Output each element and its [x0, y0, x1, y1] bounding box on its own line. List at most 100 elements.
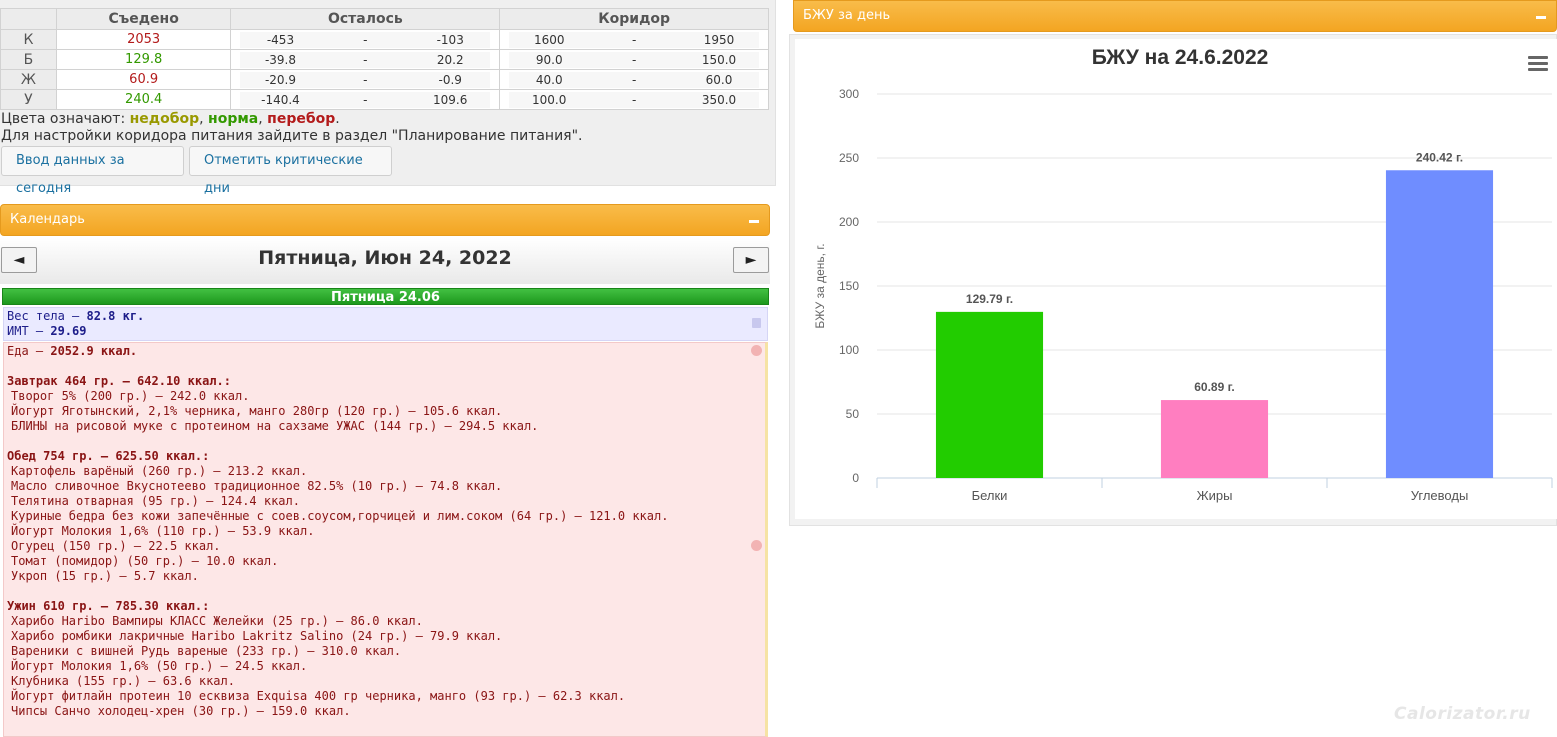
data-label: 129.79 г. — [966, 292, 1013, 306]
food-item: Телятина отварная (95 гр.) — 124.4 ккал. — [11, 494, 300, 508]
legend-end: . — [335, 111, 340, 127]
meal-title: Завтрак 464 гр. — 642.10 ккал.: — [7, 374, 231, 388]
y-tick-label: 200 — [839, 215, 859, 229]
nutrition-summary-panel: Съедено Осталось Коридор К 2053 -453 - -103 1… — [0, 0, 776, 196]
apple-icon[interactable] — [751, 540, 762, 551]
dash: - — [631, 32, 637, 47]
nutrition-summary-table: Съедено Осталось Коридор К 2053 -453 - -103 1… — [0, 8, 769, 110]
apple-icon[interactable] — [751, 345, 762, 356]
hamburger-menu-icon[interactable] — [1528, 56, 1548, 72]
food-item: Укроп (15 гр.) — 5.7 ккал. — [11, 569, 199, 583]
range-cell: 90.0 - 150.0 — [499, 49, 769, 70]
y-tick-label: 150 — [839, 279, 859, 293]
range-min: 90.0 — [535, 52, 563, 67]
range-min: 1600 — [533, 32, 565, 47]
bar-Углеводы — [1385, 170, 1494, 479]
scale-icon[interactable] — [752, 318, 761, 328]
remain-min: -453 — [266, 32, 295, 47]
chart-title: БЖУ на 24.6.2022 — [1091, 46, 1269, 69]
meal-block: Ужин 610 гр. — 785.30 ккал.: Харибо Harib… — [7, 599, 762, 719]
next-day-button[interactable]: ► — [733, 247, 769, 273]
range-cell: 1600 - 1950 — [499, 29, 769, 50]
food-item: Масло сливочное Вкуснотеево традиционное… — [11, 479, 503, 493]
y-tick-label: 50 — [846, 407, 860, 421]
bju-panel-header[interactable]: БЖУ за день — [793, 0, 1557, 32]
eaten-header: Съедено — [55, 8, 232, 30]
weight-entry[interactable]: Вес тела — 82.8 кг. ИМТ — 29.69 — [3, 307, 768, 341]
dash: - — [631, 92, 637, 107]
range-cell: 100.0 - 350.0 — [499, 89, 769, 110]
mark-critical-days-button[interactable]: Отметить критические дни — [189, 146, 392, 196]
food-item: Творог 5% (200 гр.) — 242.0 ккал. — [11, 389, 250, 403]
dash: - — [631, 52, 637, 67]
eaten-value: 60.9 — [55, 69, 232, 90]
range-min: 100.0 — [532, 92, 567, 107]
range-header: Коридор — [499, 8, 769, 30]
eaten-value: 129.8 — [55, 49, 232, 70]
dash: - — [363, 32, 368, 47]
food-item: Огурец (150 гр.) — 22.5 ккал. — [11, 539, 221, 553]
data-label: 60.89 г. — [1194, 380, 1235, 394]
remain-min: -20.9 — [264, 72, 296, 87]
x-category-label: Жиры — [1197, 488, 1233, 503]
range-hint: Для настройки коридора питания зайдите в… — [1, 128, 583, 144]
food-entry[interactable]: Еда — 2052.9 ккал. Завтрак 464 гр. — 642… — [3, 342, 768, 737]
dash: - — [631, 72, 637, 87]
summary-row: Ж 60.9 -20.9 - -0.9 40.0 - 60.0 — [0, 69, 769, 90]
dash: - — [363, 52, 368, 67]
minus-icon[interactable] — [749, 220, 759, 223]
legend-prefix: Цвета означают: — [1, 111, 126, 127]
y-tick-label: 300 — [839, 87, 859, 101]
remain-min: -39.8 — [264, 52, 296, 67]
range-min: 40.0 — [535, 72, 563, 87]
food-item: Томат (помидор) (50 гр.) — 10.0 ккал. — [11, 554, 279, 568]
bar-Белки — [935, 311, 1044, 478]
food-item: Чипсы Санчо холодец-хрен (30 гр.) — 159.… — [11, 704, 351, 718]
calendar-panel-header[interactable]: Календарь — [0, 204, 770, 236]
remain-max: -103 — [436, 32, 464, 47]
color-legend: Цвета означают: недобор, норма, перебор. — [1, 111, 340, 127]
range-max: 150.0 — [701, 52, 737, 67]
food-item: Картофель варёный (260 гр.) — 213.2 ккал… — [11, 464, 308, 478]
day-header: Пятница 24.06 — [2, 288, 769, 305]
row-label: Ж — [0, 69, 57, 90]
food-item: БЛИНЫ на рисовой муке с протеином на сах… — [11, 419, 539, 433]
y-tick-label: 250 — [839, 151, 859, 165]
weight-line: Вес тела — 82.8 кг. — [7, 309, 764, 324]
remain-min: -140.4 — [261, 92, 300, 107]
weight-label: Вес тела — — [7, 309, 80, 323]
bju-panel-title: БЖУ за день — [803, 8, 891, 23]
remain-cell: -453 - -103 — [230, 29, 501, 50]
remain-max: 109.6 — [433, 92, 468, 107]
remain-header: Осталось — [230, 8, 501, 30]
remain-cell: -140.4 - 109.6 — [230, 89, 501, 110]
food-item: Вареники с вишней Рудь вареные (233 гр.)… — [11, 644, 402, 658]
y-tick-label: 100 — [839, 343, 859, 357]
range-max: 60.0 — [705, 72, 733, 87]
minus-icon[interactable] — [1536, 16, 1546, 19]
y-axis-title: БЖУ за день, г. — [813, 243, 827, 328]
range-max: 1950 — [703, 32, 735, 47]
summary-row: У 240.4 -140.4 - 109.6 100.0 - 350.0 — [0, 89, 769, 110]
remain-cell: -20.9 - -0.9 — [230, 69, 501, 90]
food-item: Йогурт Яготынский, 2,1% черника, манго 2… — [11, 404, 503, 418]
remain-max: -0.9 — [438, 72, 462, 87]
eaten-value: 2053 — [55, 29, 232, 50]
food-total-line: Еда — 2052.9 ккал. — [7, 344, 762, 359]
food-total-label: Еда — — [7, 344, 44, 358]
food-item: Клубника (155 гр.) — 63.6 ккал. — [11, 674, 235, 688]
legend-sep: , — [258, 111, 263, 127]
enter-today-button[interactable]: Ввод данных за сегодня — [1, 146, 184, 196]
meal-title: Ужин 610 гр. — 785.30 ккал.: — [7, 599, 210, 613]
food-item: Йогурт фитлайн протеин 10 есквиза Exquis… — [11, 689, 626, 703]
weight-value: 82.8 кг. — [86, 309, 145, 323]
food-item: Куриные бедра без кожи запечённые с соев… — [11, 509, 669, 523]
dash: - — [363, 92, 368, 107]
meal-block: Завтрак 464 гр. — 642.10 ккал.: Творог 5%… — [7, 374, 762, 434]
range-max: 350.0 — [701, 92, 737, 107]
prev-day-button[interactable]: ◄ — [1, 247, 37, 273]
x-category-label: Белки — [972, 488, 1008, 503]
bmi-label: ИМТ — — [7, 324, 44, 338]
calendar-panel-title: Календарь — [10, 212, 85, 227]
